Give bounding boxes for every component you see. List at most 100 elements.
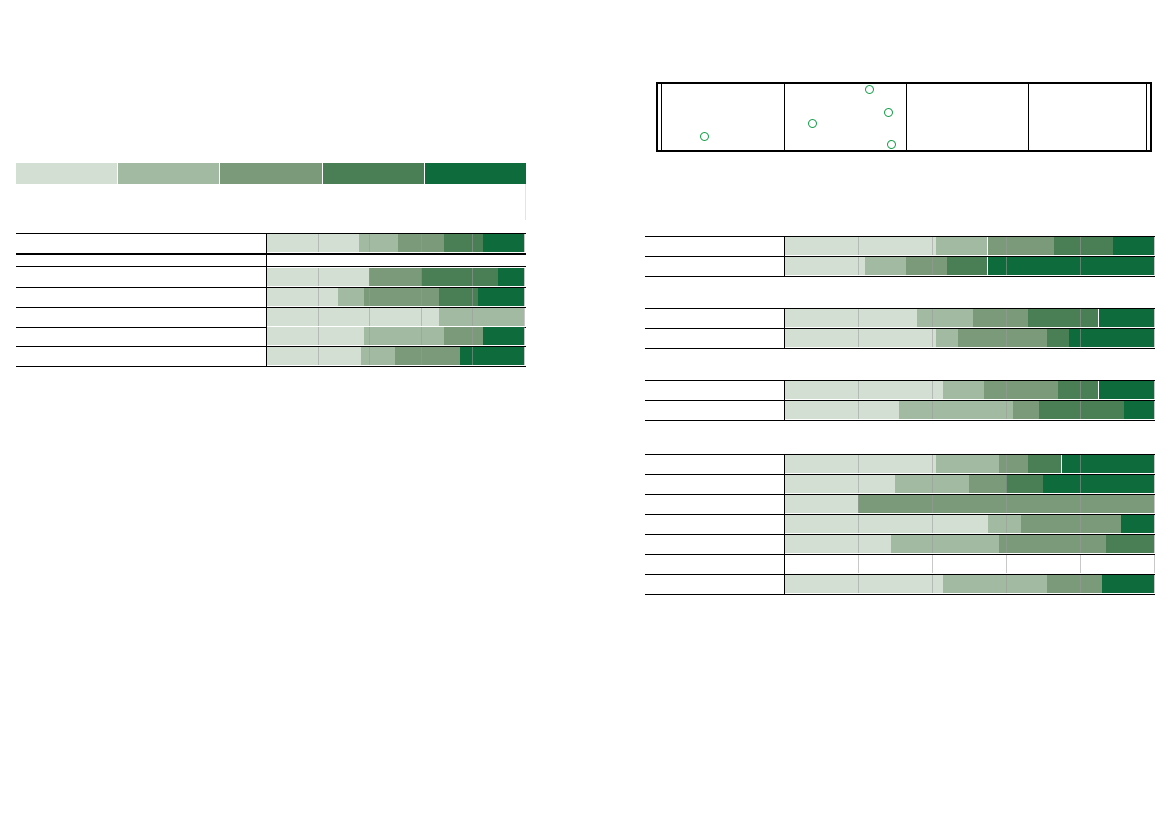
- legend-swatch-1: [16, 163, 119, 184]
- bar-segment: [946, 257, 988, 275]
- bar-segment: [1120, 515, 1154, 533]
- bar-gridline: [1006, 257, 1007, 275]
- bar-axis-line: [784, 308, 785, 348]
- row-separator: [645, 328, 1155, 329]
- bar-gridline: [1080, 575, 1081, 593]
- bar-gridline: [369, 347, 371, 365]
- bar-gridline: [1006, 329, 1007, 347]
- scatter-point: [807, 119, 817, 129]
- bar-gridline: [932, 475, 933, 493]
- row-separator: [645, 380, 1155, 381]
- bar-gridline: [369, 268, 371, 286]
- row-separator: [16, 254, 526, 255]
- bar-gridline: [524, 234, 525, 252]
- row-separator: [645, 256, 1155, 257]
- bar-gridline: [472, 268, 474, 286]
- bar-gridline: [317, 288, 319, 306]
- row-separator: [645, 420, 1155, 421]
- bar-segment: [1068, 329, 1154, 347]
- row-separator: [645, 534, 1155, 535]
- bar-gridline: [1154, 575, 1155, 593]
- bar-gridline: [932, 495, 933, 513]
- bar-segment: [898, 401, 1014, 419]
- bar-gridline: [420, 268, 422, 286]
- right-bar-chart: [645, 236, 1155, 596]
- bar-gridline: [472, 327, 474, 345]
- legend-swatch-5: [424, 163, 527, 184]
- bar-gridline: [932, 535, 933, 553]
- bar-row-10: [784, 535, 1155, 553]
- row-separator: [16, 287, 526, 288]
- bar-gridline: [932, 381, 933, 399]
- bar-segment: [935, 237, 988, 255]
- legend-band: [16, 163, 527, 184]
- bar-segment: [1102, 575, 1154, 593]
- bar-gridline: [1006, 309, 1007, 327]
- bar-segment: [943, 381, 984, 399]
- bar-gridline: [1006, 455, 1007, 473]
- bar-gridline: [524, 308, 525, 326]
- bar-segment: [1046, 575, 1103, 593]
- bar-segment: [972, 309, 1029, 327]
- bar-gridline: [1154, 401, 1155, 419]
- bar-gridline: [420, 327, 422, 345]
- bar-row-11: [784, 555, 1155, 573]
- bar-segment: [784, 575, 944, 593]
- bar-gridline: [932, 401, 933, 419]
- bar-segment: [784, 535, 892, 553]
- bar-gridline: [932, 309, 933, 327]
- bar-gridline: [1006, 381, 1007, 399]
- bar-gridline: [317, 234, 319, 252]
- bar-row-5: [266, 347, 525, 365]
- bar-gridline: [369, 327, 371, 345]
- scatter-point: [884, 107, 894, 117]
- bar-segment: [891, 535, 999, 553]
- bar-gridline: [932, 237, 933, 255]
- row-separator: [645, 474, 1155, 475]
- bar-segment: [498, 268, 524, 286]
- legend-swatch-3: [220, 163, 323, 184]
- bar-segment: [1105, 535, 1154, 553]
- row-separator: [645, 400, 1155, 401]
- bar-segment: [364, 288, 439, 306]
- bar-gridline: [1006, 575, 1007, 593]
- bar-axis-line: [784, 236, 785, 276]
- bar-segment: [998, 455, 1029, 473]
- bar-segment: [420, 268, 499, 286]
- bar-gridline: [932, 329, 933, 347]
- bar-gridline: [858, 237, 859, 255]
- bar-gridline: [858, 555, 859, 573]
- bar-gridline: [369, 288, 371, 306]
- bar-segment: [1028, 455, 1062, 473]
- bar-row-0: [266, 234, 525, 252]
- scatter-panel-inner: [661, 84, 1147, 150]
- bar-row-7: [784, 475, 1155, 493]
- bar-segment: [983, 381, 1058, 399]
- bar-gridline: [1154, 237, 1155, 255]
- bar-gridline: [472, 234, 474, 252]
- bar-segment: [906, 257, 947, 275]
- bar-gridline: [858, 309, 859, 327]
- row-separator: [645, 308, 1155, 309]
- bar-gridline: [858, 329, 859, 347]
- bar-segment: [784, 401, 899, 419]
- bar-gridline: [1006, 515, 1007, 533]
- bar-segment: [361, 347, 395, 365]
- bar-gridline: [1080, 495, 1081, 513]
- bar-gridline: [1080, 237, 1081, 255]
- bar-axis-line: [784, 454, 785, 594]
- bar-gridline: [1080, 515, 1081, 533]
- bar-gridline: [1154, 329, 1155, 347]
- bar-gridline: [317, 327, 319, 345]
- bar-gridline: [472, 308, 474, 326]
- bar-row-2: [266, 288, 525, 306]
- bar-gridline: [524, 268, 525, 286]
- scatter-panel-divider: [1028, 84, 1029, 150]
- bar-segment: [935, 329, 958, 347]
- bar-gridline: [524, 347, 525, 365]
- bar-segment: [477, 288, 524, 306]
- legend-swatch-4: [322, 163, 425, 184]
- bar-axis-line: [784, 380, 785, 420]
- row-separator: [645, 574, 1155, 575]
- bar-segment: [917, 309, 973, 327]
